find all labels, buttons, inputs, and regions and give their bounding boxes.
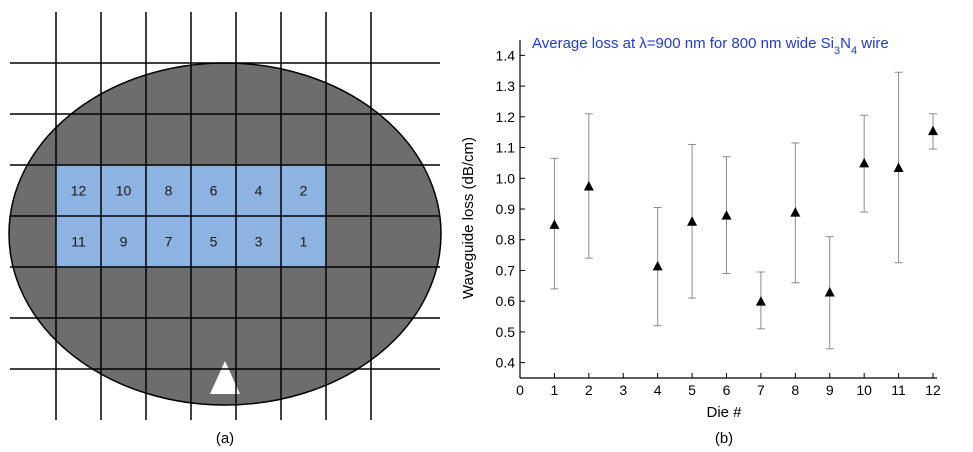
triangle-marker-die-8 [790,207,801,217]
die-label-10: 10 [116,183,132,199]
triangle-marker-die-11 [893,162,904,173]
data-markers [549,125,938,306]
die-grid: 12 10 8 6 4 2 11 9 7 5 3 1 [56,165,326,267]
y-tick-label: 1.2 [496,109,516,125]
chart-title-part: wire [857,35,889,52]
die-7 [146,216,191,267]
die-2 [281,165,326,216]
y-tick-label: 1.4 [496,47,516,63]
triangle-marker-die-1 [549,219,560,229]
panel-label-a: (a) [216,430,234,447]
triangle-marker-die-7 [755,296,766,306]
die-label-2: 2 [300,183,308,199]
die-label-6: 6 [210,183,218,199]
y-tick-label: 0.7 [496,262,516,278]
loss-chart-panel: Average loss at λ=900 nm for 800 nm wide… [460,35,941,447]
x-tick-label: 2 [585,382,593,398]
chart-title: Average loss at λ=900 nm for 800 nm wide… [532,35,889,57]
die-label-3: 3 [255,234,263,250]
x-tick-label: 6 [723,382,731,398]
die-label-9: 9 [120,234,128,250]
die-3 [236,216,281,267]
y-tick-label: 1.1 [496,140,516,156]
die-1 [281,216,326,267]
die-10 [101,165,146,216]
wafer-grid-lines [10,12,440,420]
chart-title-part: Average loss at [532,35,639,52]
y-tick-label: 1.3 [496,78,516,94]
x-tick-label: 7 [757,382,765,398]
die-label-8: 8 [165,183,173,199]
chart-title-subscript: 3 [834,45,840,57]
die-8 [146,165,191,216]
die-label-12: 12 [71,183,87,199]
triangle-marker-die-2 [583,180,594,191]
wafer-map-panel: 12 10 8 6 4 2 11 9 7 5 3 1 (a) [8,12,442,447]
error-bars [550,71,937,350]
triangle-marker-die-6 [721,210,732,220]
x-axis-ticks: 0 1 2 3 4 5 6 7 8 9 10 11 12 [516,373,941,398]
chart-title-subscript: 4 [851,45,857,57]
die-12 [56,165,101,216]
die-label-5: 5 [210,234,218,250]
y-axis-title: Waveguide loss (dB/cm) [460,137,477,299]
x-tick-label: 1 [551,382,559,398]
x-tick-label: 10 [856,382,872,398]
die-label-11: 11 [71,234,86,250]
x-axis-title: Die # [706,404,742,421]
die-label-1: 1 [300,234,308,250]
die-4 [236,165,281,216]
x-tick-label: 9 [826,382,834,398]
y-tick-label: 0.5 [496,324,516,340]
x-tick-label: 11 [891,382,906,398]
triangle-marker-die-4 [652,260,663,271]
die-5 [191,216,236,267]
triangle-marker-die-5 [687,216,698,226]
die-label-4: 4 [255,183,263,199]
x-tick-label: 3 [619,382,627,398]
chart-title-part: =900 nm for 800 nm wide Si [647,35,834,52]
y-tick-label: 1.0 [496,170,516,186]
y-tick-label: 0.9 [496,201,516,217]
die-label-7: 7 [165,234,173,250]
x-tick-label: 12 [925,382,941,398]
die-11 [56,216,101,267]
y-axis-ticks: 0.4 0.5 0.6 0.7 0.8 0.9 1.0 1.1 1.2 1.3 1.4 [496,47,525,371]
chart-title-lambda: λ [639,35,647,52]
y-tick-label: 0.4 [496,355,516,371]
triangle-marker-die-12 [928,125,938,136]
y-tick-label: 0.6 [496,293,516,309]
x-tick-label: 4 [654,382,662,398]
x-tick-label: 8 [791,382,799,398]
wafer-notch [210,361,240,394]
x-tick-label: 0 [516,382,524,398]
x-tick-label: 5 [688,382,696,398]
panel-label-b: (b) [715,430,733,447]
die-6 [191,165,236,216]
chart-title-part: N [840,35,851,52]
triangle-marker-die-9 [824,286,835,297]
triangle-marker-die-10 [859,157,870,168]
y-tick-label: 0.8 [496,232,516,248]
die-9 [101,216,146,267]
